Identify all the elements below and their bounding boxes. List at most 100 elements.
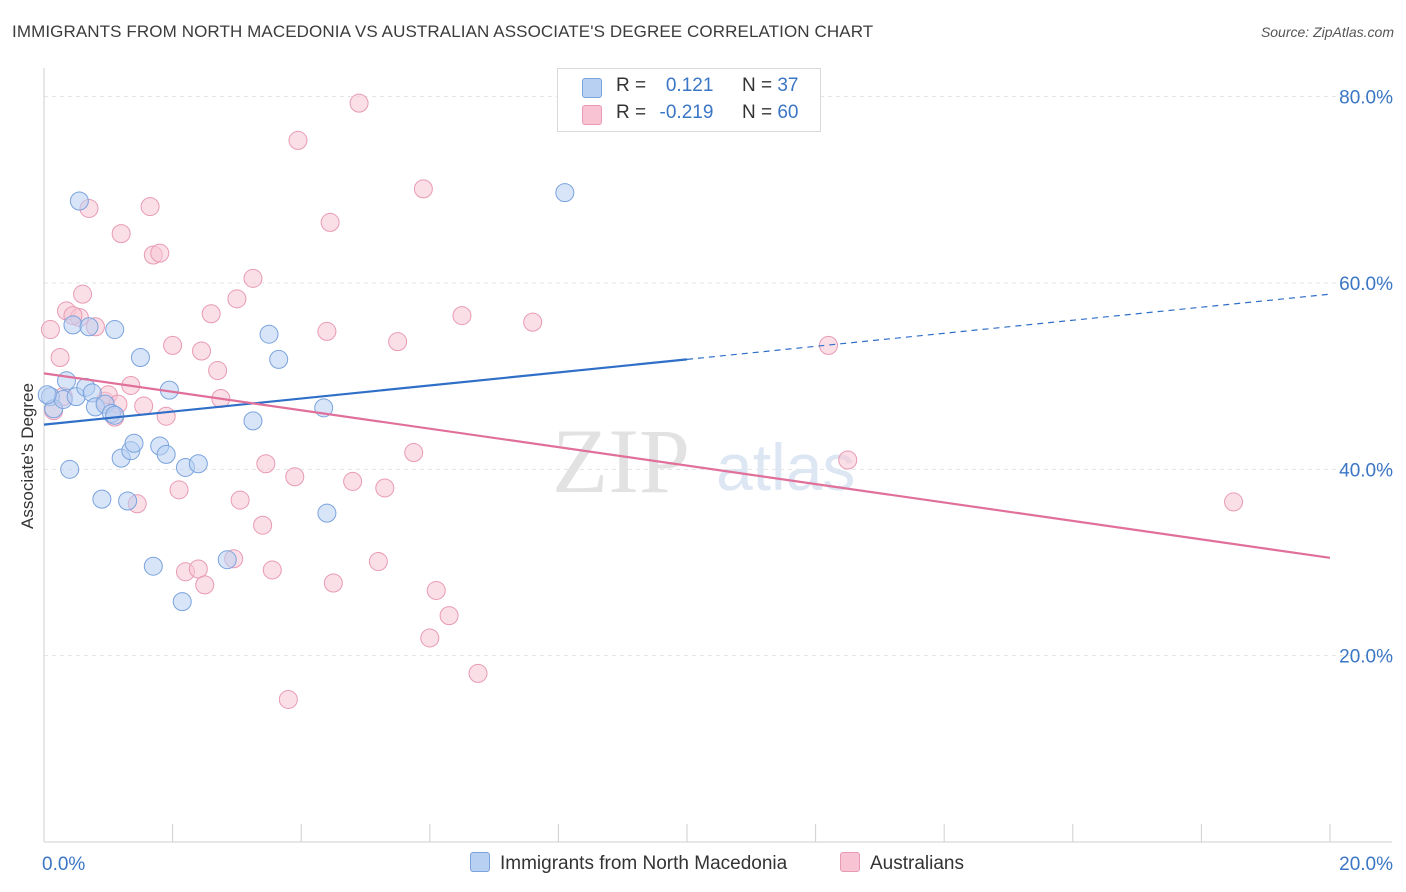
legend-label-north-macedonia: Immigrants from North Macedonia bbox=[500, 853, 788, 874]
y-tick-label: 60.0% bbox=[1339, 274, 1393, 295]
legend-r-value: -0.219 bbox=[659, 102, 714, 123]
legend-r-label: R = bbox=[616, 75, 647, 96]
data-point bbox=[150, 243, 170, 263]
legend-swatch-pink bbox=[582, 105, 602, 125]
data-point bbox=[349, 93, 369, 113]
data-point bbox=[288, 130, 308, 150]
tick-labels: 20.0% 40.0% 60.0% 80.0% 0.0% 20.0% bbox=[42, 88, 1393, 875]
data-point bbox=[388, 332, 408, 352]
x-tick-label: 0.0% bbox=[42, 854, 85, 875]
data-point bbox=[468, 663, 488, 683]
data-point bbox=[413, 179, 433, 199]
data-point bbox=[118, 491, 138, 511]
y-tick-label: 20.0% bbox=[1339, 647, 1393, 668]
data-point bbox=[111, 224, 131, 244]
data-point bbox=[1224, 492, 1244, 512]
data-point bbox=[50, 348, 70, 368]
data-point bbox=[838, 450, 858, 470]
data-point bbox=[188, 559, 208, 579]
data-point bbox=[143, 556, 163, 576]
data-point bbox=[156, 444, 176, 464]
legend-r-label: R = bbox=[616, 102, 647, 123]
data-point bbox=[169, 480, 189, 500]
data-point bbox=[368, 552, 388, 572]
data-point bbox=[230, 490, 250, 510]
legend-swatch-blue bbox=[470, 852, 490, 872]
watermark-zip: ZIP bbox=[552, 410, 690, 512]
legend-n-value: 60 bbox=[777, 102, 799, 123]
data-point bbox=[439, 606, 459, 626]
y-tick-label: 40.0% bbox=[1339, 460, 1393, 481]
trend-lines bbox=[43, 293, 1331, 559]
data-point bbox=[92, 489, 112, 509]
data-point bbox=[278, 689, 298, 709]
data-point bbox=[172, 592, 192, 612]
y-tick-label: 80.0% bbox=[1339, 88, 1393, 109]
x-tick-label: 20.0% bbox=[1339, 854, 1393, 875]
trend-line-north-macedonia bbox=[43, 358, 688, 426]
data-point bbox=[375, 478, 395, 498]
axes bbox=[43, 68, 1392, 843]
data-point bbox=[253, 515, 273, 535]
legend-n-label: N = bbox=[741, 75, 773, 96]
watermark: ZIP atlas bbox=[552, 410, 855, 512]
data-point bbox=[420, 628, 440, 648]
legend-n-value: 37 bbox=[777, 75, 799, 96]
legend-n-label: N = bbox=[741, 102, 773, 123]
data-point bbox=[156, 406, 176, 426]
data-point bbox=[130, 348, 150, 368]
data-point bbox=[163, 335, 183, 355]
data-point bbox=[69, 191, 89, 211]
data-point bbox=[320, 212, 340, 232]
data-point bbox=[426, 580, 446, 600]
data-point bbox=[63, 315, 83, 335]
trend-line-north-macedonia-extension bbox=[686, 293, 1331, 360]
data-point bbox=[227, 289, 247, 309]
data-point bbox=[201, 304, 221, 324]
data-point bbox=[452, 306, 472, 326]
data-point bbox=[105, 320, 125, 340]
legend-swatch-pink bbox=[840, 852, 860, 872]
data-point bbox=[523, 312, 543, 332]
stats-legend: R = 0.121 N = 37 R = -0.219 N = 60 bbox=[557, 68, 821, 132]
legend-item-north-macedonia: Immigrants from North Macedonia bbox=[470, 852, 787, 876]
data-point bbox=[140, 197, 160, 217]
data-point bbox=[105, 405, 125, 425]
australians-points bbox=[40, 93, 1244, 709]
data-point bbox=[40, 320, 60, 340]
y-axis-label: Associate's Degree bbox=[18, 383, 37, 529]
data-point bbox=[37, 385, 57, 405]
data-point bbox=[323, 573, 343, 593]
data-point bbox=[269, 349, 289, 369]
data-point bbox=[243, 268, 263, 288]
watermark-atlas: atlas bbox=[716, 430, 855, 504]
data-point bbox=[243, 411, 263, 431]
data-point bbox=[404, 443, 424, 463]
data-point bbox=[555, 183, 575, 203]
data-point bbox=[73, 284, 93, 304]
data-point bbox=[124, 433, 144, 453]
legend-r-value: 0.121 bbox=[665, 75, 714, 96]
legend-label-australians: Australians bbox=[870, 853, 964, 874]
legend-swatch-blue bbox=[582, 78, 602, 98]
chart-title: IMMIGRANTS FROM NORTH MACEDONIA VS AUSTR… bbox=[12, 22, 874, 41]
data-point bbox=[60, 459, 80, 479]
source-label: Source: ZipAtlas.com bbox=[1260, 24, 1394, 40]
data-point bbox=[195, 575, 215, 595]
data-point bbox=[285, 467, 305, 487]
grid-lines bbox=[44, 96, 1392, 657]
data-point bbox=[317, 321, 337, 341]
legend-item-australians: Australians bbox=[840, 852, 964, 876]
data-point bbox=[57, 371, 77, 391]
trend-line-australians bbox=[43, 372, 1331, 559]
data-point bbox=[262, 560, 282, 580]
data-point bbox=[188, 454, 208, 474]
north-macedonia-points bbox=[37, 183, 575, 612]
data-point bbox=[79, 317, 99, 337]
data-point bbox=[343, 471, 363, 491]
data-point bbox=[192, 341, 212, 361]
data-point bbox=[208, 361, 228, 381]
data-point bbox=[217, 550, 237, 570]
data-point bbox=[134, 396, 154, 416]
